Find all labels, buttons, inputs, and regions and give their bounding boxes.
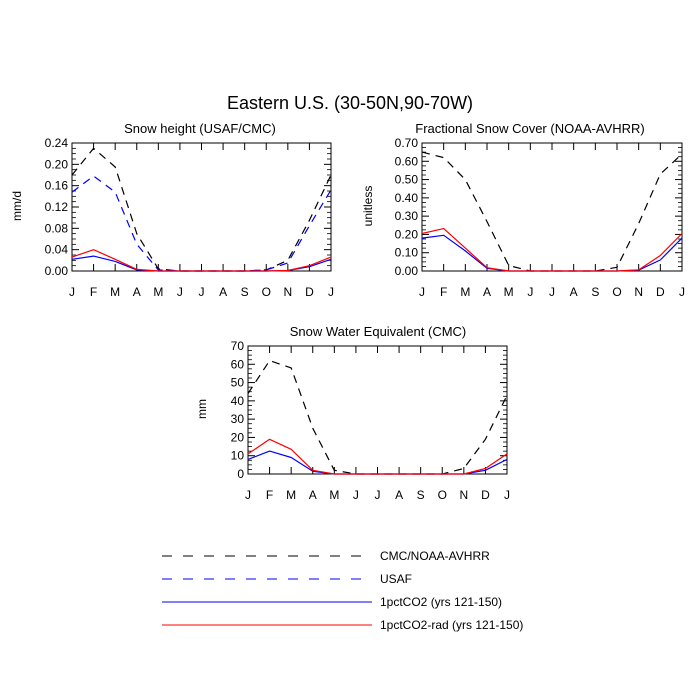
swe-ytick-label: 20 [231,430,245,444]
snow-cover-series-cmc-noaa-avhrr [421,151,683,272]
snow-height-ytick-label: 0.24 [45,136,69,150]
snow-cover-ytick-label: 0.40 [395,191,419,205]
snow-height-xtick-label: J [199,285,205,299]
snow-height-xtick-label: N [283,285,292,299]
snow-height-xtick-label: J [69,285,75,299]
snow-height-xtick-label: M [110,285,120,299]
snow-cover-ytick-label: 0.70 [395,136,419,150]
snow-height-xtick-label: M [153,285,163,299]
snow-cover-xtick-label: J [527,285,533,299]
swe-xtick-label: J [353,488,359,502]
legend: CMC/NOAA-AVHRR USAF 1pctCO2 (yrs 121-150) 1… [162,549,523,632]
snow-cover-xtick-label: O [612,285,621,299]
swe-xtick-label: J [375,488,381,502]
swe-ytick-label: 40 [231,394,245,408]
swe-title: Snow Water Equivalent (CMC) [290,324,467,339]
snow-cover-xtick-label: S [591,285,599,299]
swe-xtick-label: O [438,488,447,502]
snow-height-ytick-label: 0.16 [45,179,69,193]
swe-xtick-label: N [459,488,468,502]
swe-plot-frame [247,345,508,475]
snow-cover-ytick-label: 0.20 [395,227,419,241]
swe-xtick-label: S [417,488,425,502]
swe-xtick-label: J [245,488,251,502]
swe-ytick-label: 60 [231,357,245,371]
swe-xtick-label: D [481,488,490,502]
snow-cover-xtick-label: J [419,285,425,299]
snow-height-xtick-label: A [219,285,227,299]
snow-cover-ytick-label: 0.00 [395,264,419,278]
snow-height-ytick-label: 0.12 [45,200,69,214]
swe-xtick-label: M [329,488,339,502]
snow-cover-xtick-label: J [549,285,555,299]
snow-cover-ytick-label: 0.60 [395,154,419,168]
snow-water-equivalent-panel: Snow Water Equivalent (CMC) mm 0 10 20 30 40… [195,324,510,502]
snow-height-xtick-label: O [262,285,271,299]
snow-height-series-1pctco2-rad-yrs-121-150 [71,249,332,272]
snow-cover-xtick-label: M [504,285,514,299]
swe-ytick-label: 50 [231,376,245,390]
snow-height-ytick-label: 0.08 [45,221,69,235]
snow-height-series-cmc-noaa-avhrr [71,147,332,272]
snow-height-ylabel: mm/d [10,191,24,221]
swe-ytick-label: 10 [231,449,245,463]
snow-height-xtick-label: J [328,285,334,299]
snow-cover-xtick-label: D [656,285,665,299]
swe-xtick-label: J [504,488,510,502]
snow-cover-xtick-label: A [483,285,491,299]
legend-label: 1pctCO2-rad (yrs 121-150) [380,618,523,632]
snow-height-xtick-label: S [241,285,249,299]
snow-cover-series-1pctco2-rad-yrs-121-150 [421,228,683,272]
snow-cover-ytick-label: 0.10 [395,246,419,260]
figure-title: Eastern U.S. (30-50N,90-70W) [227,93,473,113]
snow-height-panel: Snow height (USAF/CMC) mm/d 0.00 0.04 0.08… [10,121,334,299]
snow-cover-xtick-label: A [570,285,578,299]
legend-label: USAF [380,572,412,586]
snow-cover-xtick-label: J [679,285,685,299]
swe-ytick-label: 70 [231,339,245,353]
snow-height-title: Snow height (USAF/CMC) [124,121,276,136]
swe-xtick-label: A [395,488,403,502]
snow-cover-xtick-label: M [460,285,470,299]
snow-cover-ytick-label: 0.30 [395,209,419,223]
swe-ylabel: mm [195,399,209,419]
snow-height-xtick-label: J [177,285,183,299]
swe-xtick-label: M [286,488,296,502]
snow-cover-xtick-label: N [634,285,643,299]
snow-height-ytick-label: 0.20 [45,157,69,171]
fractional-snow-cover-panel: Fractional Snow Cover (NOAA-AVHRR) unitl… [361,121,685,299]
legend-label: 1pctCO2 (yrs 121-150) [380,595,502,609]
snow-cover-plot-frame [421,142,683,272]
swe-xtick-label: A [309,488,317,502]
snow-height-xtick-label: A [133,285,141,299]
legend-label: CMC/NOAA-AVHRR [380,549,490,563]
swe-series-cmc-noaa-avhrr [247,360,508,475]
swe-ytick-label: 0 [237,467,244,481]
swe-series-1pctco2-rad-yrs-121-150 [247,438,508,475]
snow-height-ytick-label: 0.00 [45,264,69,278]
snow-cover-ylabel: unitless [361,186,375,227]
snow-height-xtick-label: F [90,285,97,299]
snow-height-xtick-label: D [305,285,314,299]
swe-xtick-label: F [266,488,273,502]
snow-cover-xtick-label: F [440,285,447,299]
snow-height-ytick-label: 0.04 [45,243,69,257]
swe-ytick-label: 30 [231,412,245,426]
snow-cover-title: Fractional Snow Cover (NOAA-AVHRR) [415,121,644,136]
snow-cover-ytick-label: 0.50 [395,173,419,187]
